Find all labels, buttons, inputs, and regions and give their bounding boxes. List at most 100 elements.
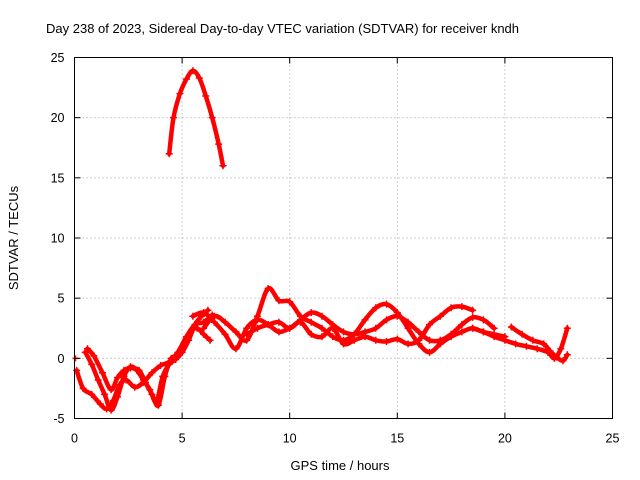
data-point [340,328,347,336]
data-point [114,374,122,382]
data-point [187,328,195,336]
x-tick-label: 15 [390,432,404,446]
data-point [469,313,477,321]
ticks-layer: 0 5 10 15 20 25 -5 0 5 10 15 20 25 [51,51,620,446]
data-point [154,401,162,409]
data-point [243,324,251,332]
data-point [307,318,315,326]
data-point [107,386,115,394]
data-point [215,140,223,148]
data-point [318,312,326,320]
y-tick-label: 10 [51,232,65,246]
data-point [469,324,477,332]
data-point [404,324,412,332]
data-point [114,393,122,401]
data-point [202,92,210,100]
data-point [219,162,227,170]
data-point [350,330,358,338]
data-point [96,400,104,408]
data-point [193,324,201,332]
data-point [204,306,212,314]
data-point [88,360,96,368]
series-arc-6 [200,285,509,356]
data-point [522,342,530,350]
series-arc-3 [83,324,214,409]
data-point [307,330,315,338]
x-tick-label: 25 [606,432,620,446]
data-point [210,312,218,320]
data-point [243,330,251,338]
data-point [126,364,134,372]
data-point [507,323,515,331]
data-point [182,75,190,83]
data-point [167,354,175,362]
x-tick-label: 0 [71,432,78,446]
data-point [361,328,369,336]
data-point [94,376,102,384]
data-point [142,378,150,386]
data-point [174,352,182,360]
series-arc-2 [81,306,212,414]
data-point [559,357,567,365]
data-point [120,366,128,374]
data-point [383,300,391,308]
data-point [275,328,283,336]
data-point [195,74,203,82]
data-point [458,303,466,311]
data-point [512,340,520,348]
data-point [546,347,554,355]
data-point [232,345,240,353]
data-point [206,336,214,344]
data-point [415,328,423,336]
data-point [329,333,337,341]
data-point [83,345,91,353]
data-point [264,321,272,329]
data-point [318,333,326,341]
data-point [135,366,143,374]
x-axis-label: GPS time / hours [291,458,390,473]
y-tick-label: 25 [51,51,65,65]
data-point [383,337,391,345]
data-point [189,312,197,320]
series-arc-7 [243,309,498,344]
data-point [553,353,561,361]
x-tick-label: 20 [498,432,512,446]
data-point [436,336,444,344]
data-point [490,333,498,341]
data-point [350,336,358,344]
data-point [165,150,173,158]
data-point [447,304,455,312]
data-point [275,318,283,326]
data-point [131,383,139,391]
data-point [243,336,251,344]
data-point [180,342,188,350]
data-point [479,328,487,336]
data-point [361,316,369,324]
data-point [458,328,466,336]
data-point [563,324,571,332]
y-axis-label: SDTVAR / TECUs [6,185,21,290]
x-tick-label: 10 [283,432,297,446]
series-arc-9 [507,323,571,365]
data-point [340,336,347,344]
data-point [157,362,165,370]
data-point [148,390,156,398]
data-point [490,324,498,332]
data-point [426,321,434,329]
y-tick-label: 20 [51,111,65,125]
data-point [79,384,87,392]
data-point [563,351,571,359]
data-point [458,321,466,329]
chart-title: Day 238 of 2023, Sidereal Day-to-day VTE… [46,21,519,36]
data-point [447,330,455,338]
data-point [176,90,184,98]
data-point [501,336,509,344]
data-point [161,372,169,380]
data-point [404,318,412,326]
data-point [264,285,272,293]
series-arc-4 [165,67,227,170]
data-point [372,336,380,344]
data-point [329,321,337,329]
